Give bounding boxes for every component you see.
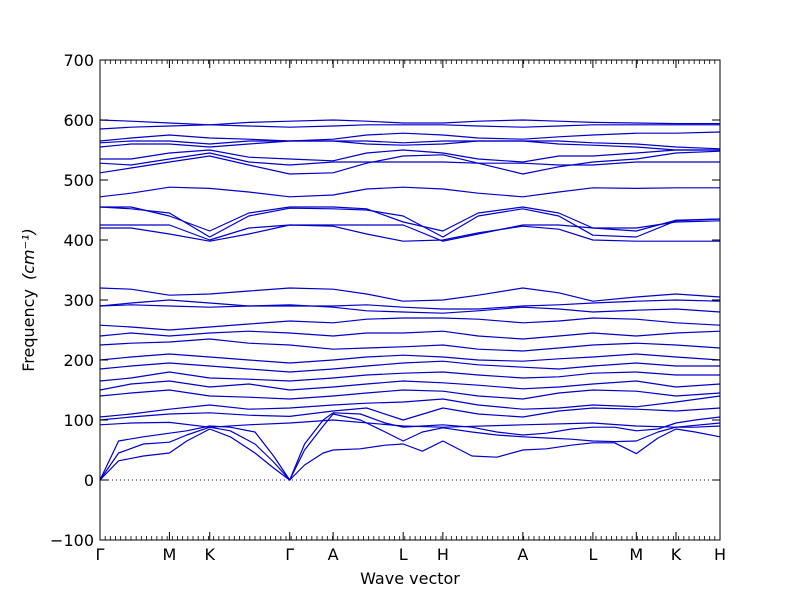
phonon-branch-26 bbox=[99, 140, 720, 151]
high-symmetry-label: A bbox=[328, 545, 339, 564]
high-symmetry-label: M bbox=[629, 545, 643, 564]
phonon-branch-10 bbox=[99, 360, 720, 373]
phonon-branch-11 bbox=[99, 353, 721, 364]
phonon-branch-29 bbox=[99, 124, 720, 130]
y-tick-label: 100 bbox=[63, 411, 94, 430]
phonon-branch-18 bbox=[100, 224, 720, 242]
high-symmetry-label: H bbox=[437, 545, 449, 564]
high-symmetry-label: M bbox=[163, 545, 177, 564]
series-group bbox=[99, 119, 721, 481]
y-tick-label: 600 bbox=[63, 111, 94, 130]
phonon-branch-24 bbox=[99, 152, 720, 166]
phonon-branch-19 bbox=[100, 220, 721, 242]
y-axis-label-unit: (cm⁻¹) bbox=[19, 228, 38, 280]
high-symmetry-label: Γ bbox=[96, 545, 105, 564]
phonon-branch-17 bbox=[99, 287, 721, 302]
high-symmetry-label: K bbox=[671, 545, 682, 564]
phonon-branch-23 bbox=[99, 150, 721, 175]
phonon-branch-27 bbox=[99, 140, 721, 150]
y-tick-label: 400 bbox=[63, 231, 94, 250]
y-tick-labels: −100 0 100 200 300 400 500 600 700 bbox=[50, 51, 94, 550]
y-tick-label: 700 bbox=[63, 51, 94, 70]
phonon-branch-21 bbox=[100, 206, 721, 232]
phonon-branch-20 bbox=[99, 206, 721, 238]
y-axis-label-text: Frequency bbox=[19, 289, 38, 372]
phonon-branch-13 bbox=[99, 330, 721, 340]
y-tick-label: 200 bbox=[63, 351, 94, 370]
y-tick-label: 300 bbox=[63, 291, 94, 310]
high-symmetry-label: K bbox=[204, 545, 215, 564]
high-symmetry-label: L bbox=[399, 545, 408, 564]
ticks-group bbox=[99, 59, 721, 541]
phonon-branch-6 bbox=[99, 395, 721, 418]
phonon-branch-30 bbox=[99, 119, 720, 126]
plot-frame bbox=[99, 59, 721, 541]
high-symmetry-label: A bbox=[517, 545, 528, 564]
y-tick-label: 500 bbox=[63, 171, 94, 190]
phonon-branch-9 bbox=[99, 371, 720, 382]
phonon-branch-14 bbox=[99, 317, 721, 331]
phonon-branch-22 bbox=[99, 186, 720, 198]
phonon-branch-4 bbox=[99, 419, 721, 428]
x-axis-label: Wave vector bbox=[360, 569, 460, 588]
y-tick-label: 0 bbox=[84, 471, 94, 490]
y-tick-label: −100 bbox=[50, 531, 94, 550]
high-symmetry-label: H bbox=[714, 545, 726, 564]
phonon-branch-12 bbox=[99, 338, 721, 352]
high-symmetry-label: Γ bbox=[285, 545, 294, 564]
phonon-branch-2 bbox=[99, 413, 721, 481]
phonon-branch-15 bbox=[99, 304, 721, 314]
phonon-branch-25 bbox=[100, 149, 720, 163]
phonon-branch-28 bbox=[99, 131, 721, 142]
phonon-branch-7 bbox=[99, 389, 721, 400]
phonon-branch-16 bbox=[99, 299, 721, 310]
phonon-branch-1 bbox=[99, 428, 721, 481]
phonon-branch-5 bbox=[99, 407, 721, 421]
y-axis-label: Frequency (cm⁻¹) bbox=[19, 228, 38, 371]
phonon-branch-8 bbox=[99, 380, 721, 391]
high-symmetry-label: L bbox=[588, 545, 597, 564]
